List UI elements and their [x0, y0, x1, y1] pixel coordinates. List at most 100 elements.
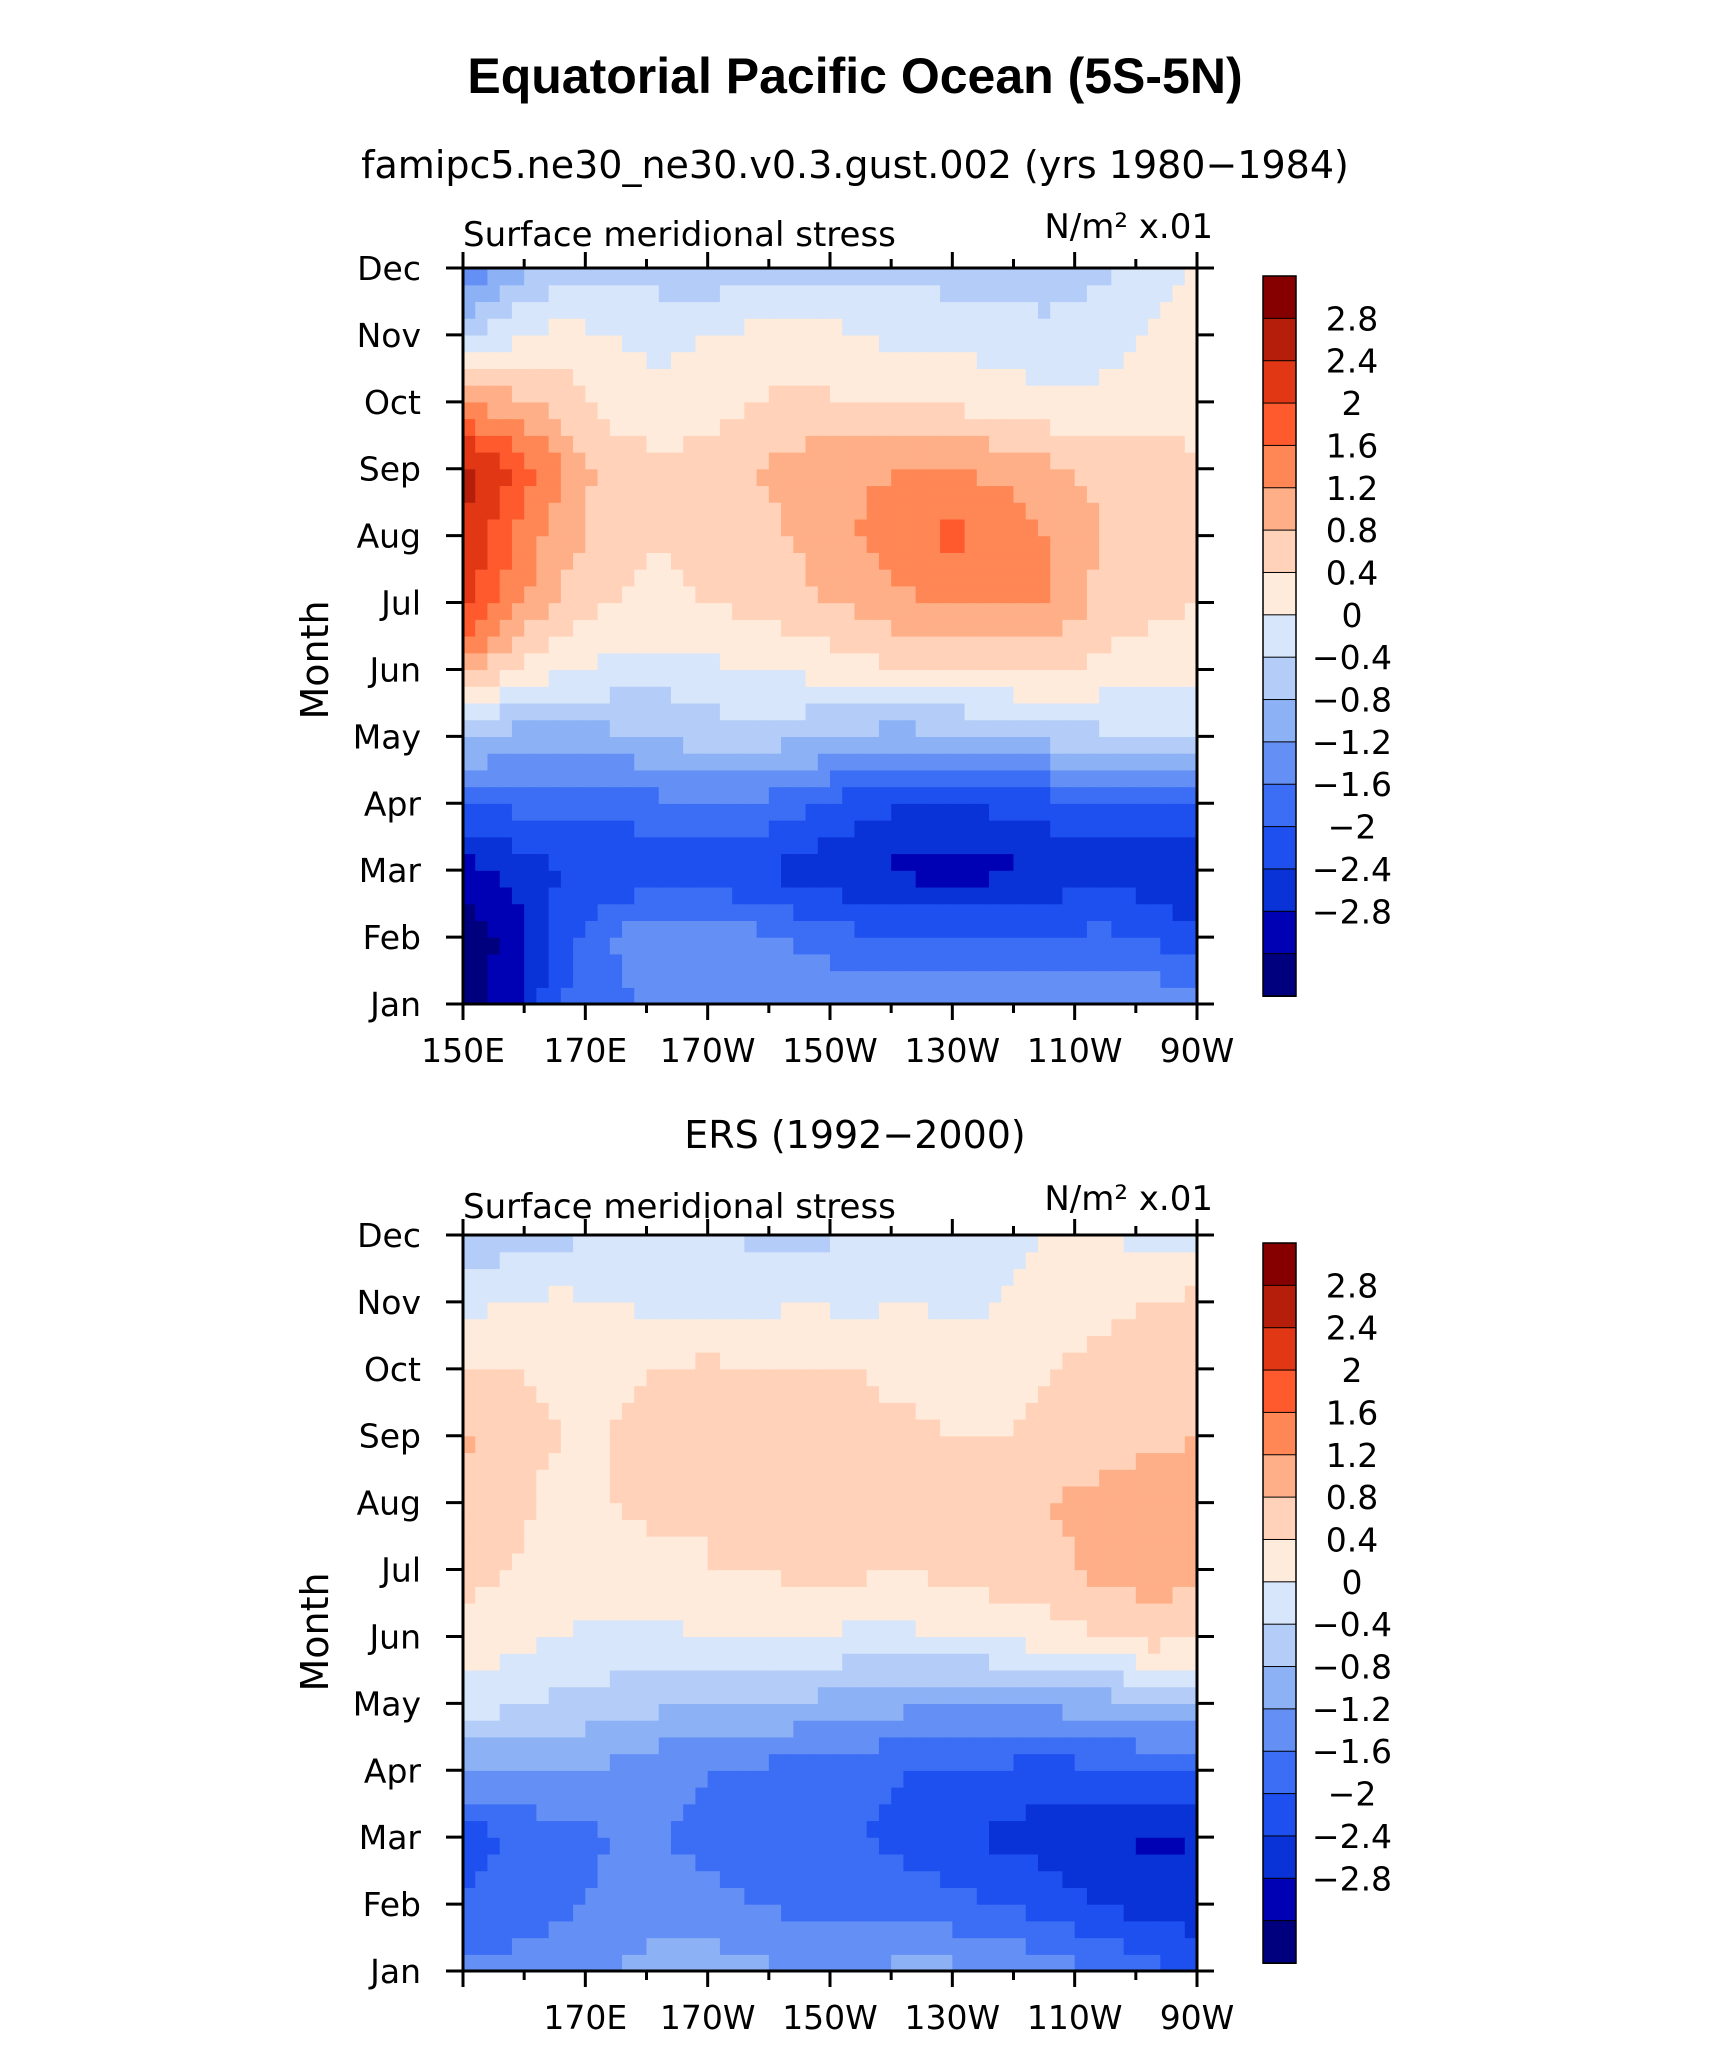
heatmap-cell: [634, 518, 648, 537]
heatmap-cell: [903, 970, 917, 988]
heatmap-cell: [1074, 1887, 1088, 1905]
heatmap-cell: [719, 1820, 733, 1838]
heatmap-cell: [854, 268, 868, 286]
heatmap-cell: [1037, 1770, 1051, 1788]
heatmap-cell: [866, 686, 880, 704]
heatmap-cell: [463, 1787, 476, 1805]
heatmap-cell: [1172, 1686, 1186, 1704]
heatmap-cell: [670, 301, 684, 319]
heatmap-cell: [658, 1536, 672, 1554]
heatmap-cell: [1148, 652, 1161, 671]
heatmap-cell: [830, 1753, 843, 1771]
heatmap-cell: [964, 1536, 978, 1554]
heatmap-cell: [842, 736, 856, 754]
heatmap-cell: [536, 1837, 550, 1855]
heatmap-cell: [891, 669, 904, 687]
heatmap-cell: [475, 334, 489, 353]
heatmap-cell: [1099, 1653, 1112, 1671]
heatmap-cell: [732, 853, 745, 871]
heatmap-cell: [475, 920, 489, 938]
heatmap-cell: [1025, 1536, 1039, 1554]
heatmap-cell: [646, 1753, 660, 1771]
heatmap-cell: [670, 953, 684, 972]
heatmap-cell: [817, 669, 831, 687]
heatmap-cell: [866, 518, 880, 537]
heatmap-cell: [989, 753, 1002, 771]
heatmap-cell: [1037, 1603, 1051, 1621]
heatmap-cell: [548, 1419, 562, 1437]
heatmap-cell: [805, 987, 819, 1005]
heatmap-cell: [511, 1552, 525, 1571]
heatmap-cell: [1013, 987, 1027, 1005]
heatmap-cell: [634, 1820, 648, 1838]
heatmap-cell: [609, 284, 623, 303]
heatmap-cell: [927, 1368, 941, 1387]
heatmap-cell: [511, 803, 525, 821]
heatmap-cell: [744, 736, 758, 754]
heatmap-cell: [940, 1519, 953, 1537]
heatmap-cell: [622, 719, 635, 737]
heatmap-cell: [1001, 1904, 1015, 1922]
heatmap-cell: [732, 702, 745, 721]
heatmap-cell: [499, 1619, 513, 1638]
heatmap-cell: [1135, 385, 1149, 403]
heatmap-cell: [1111, 1586, 1125, 1604]
heatmap-cell: [1025, 1603, 1039, 1621]
heatmap-cell: [1062, 619, 1076, 637]
heatmap-cell: [756, 1636, 770, 1654]
heatmap-cell: [805, 1402, 819, 1420]
heatmap-cell: [560, 1669, 574, 1688]
heatmap-cell: [634, 619, 648, 637]
heatmap-cell: [989, 268, 1002, 286]
heatmap-cell: [560, 1502, 574, 1520]
heatmap-cell: [793, 1452, 807, 1470]
heatmap-cell: [548, 619, 562, 637]
heatmap-cell: [842, 452, 856, 470]
heatmap-cell: [1148, 1703, 1161, 1721]
heatmap-cell: [940, 636, 953, 654]
heatmap-cell: [597, 452, 611, 470]
heatmap-cell: [878, 1853, 892, 1872]
heatmap-cell: [609, 351, 623, 369]
heatmap-cell: [891, 1385, 904, 1403]
heatmap-cell: [940, 485, 953, 503]
heatmap-cell: [891, 1904, 904, 1922]
heatmap-cell: [707, 1686, 721, 1704]
heatmap-cell: [560, 937, 574, 955]
heatmap-cell: [1062, 1485, 1076, 1504]
heatmap-cell: [1074, 1920, 1088, 1939]
heatmap-cell: [940, 669, 953, 687]
heatmap-cell: [940, 1703, 953, 1721]
heatmap-cell: [597, 870, 611, 888]
heatmap-cell: [487, 1686, 501, 1704]
heatmap-cell: [524, 401, 537, 420]
heatmap-cell: [524, 502, 537, 520]
heatmap-cell: [891, 870, 904, 888]
heatmap-cell: [1013, 753, 1027, 771]
heatmap-cell: [585, 753, 599, 771]
heatmap-cell: [499, 1703, 513, 1721]
heatmap-cell: [964, 318, 978, 336]
heatmap-cell: [524, 284, 537, 303]
heatmap-cell: [793, 719, 807, 737]
heatmap-cell: [1160, 836, 1174, 855]
heatmap-cell: [989, 351, 1002, 369]
heatmap-cell: [793, 736, 807, 754]
heatmap-cell: [634, 937, 648, 955]
heatmap-cell: [964, 1636, 978, 1654]
heatmap-cell: [1062, 970, 1076, 988]
heatmap-cell: [927, 1402, 941, 1420]
heatmap-cell: [670, 886, 684, 905]
heatmap-cell: [866, 1569, 880, 1587]
heatmap-cell: [1184, 1787, 1198, 1805]
heatmap-cell: [793, 301, 807, 319]
heatmap-cell: [609, 268, 623, 286]
heatmap-cell: [891, 334, 904, 353]
heatmap-cell: [891, 1452, 904, 1470]
heatmap-cell: [670, 385, 684, 403]
heatmap-cell: [1074, 1904, 1088, 1922]
heatmap-cell: [707, 1787, 721, 1805]
heatmap-cell: [854, 753, 868, 771]
heatmap-cell: [548, 385, 562, 403]
heatmap-cell: [1135, 1519, 1149, 1537]
